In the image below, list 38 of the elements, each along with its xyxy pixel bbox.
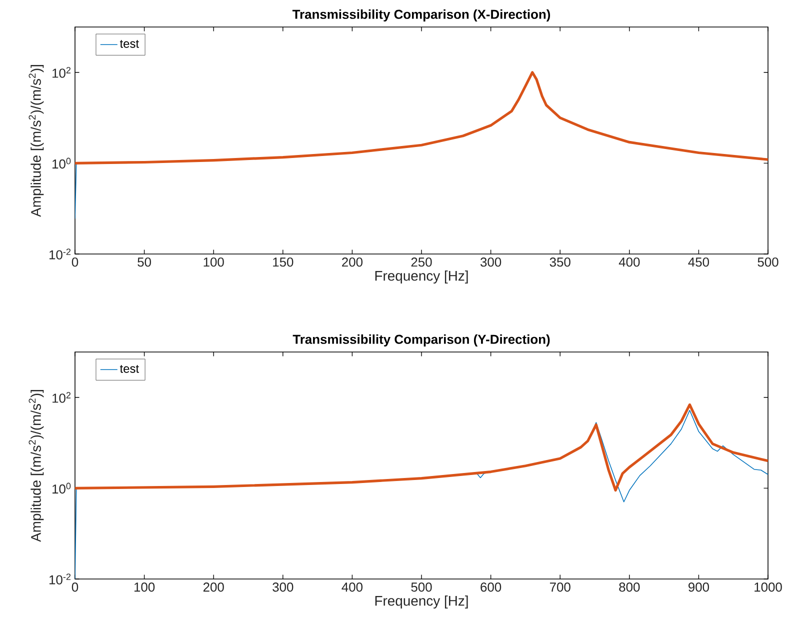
y-tick-label: 10$^{-2}$ — [50, 574, 71, 584]
y-tick-label: 10$^{2}$ — [52, 67, 71, 78]
x-tick-label: 700 — [550, 582, 570, 592]
chart-title: Transmissibility Comparison (X-Direction) — [292, 9, 550, 22]
chart-title: Transmissibility Comparison (Y-Direction) — [292, 334, 550, 346]
line-series — [75, 71, 768, 164]
x-tick-label: 500 — [411, 582, 432, 592]
x-tick-label: 350 — [550, 258, 570, 267]
x-tick-label: 250 — [411, 258, 432, 267]
x-tick-label: 200 — [342, 258, 362, 267]
x-tick-label: 100 — [134, 582, 155, 592]
x-axis-title: Frequency [Hz] — [375, 596, 468, 609]
legend-label: test — [120, 364, 139, 373]
x-tick-label: 300 — [272, 582, 294, 592]
x-tick-label: 1000 — [754, 582, 782, 592]
y-axis-title: Amplitude [(m/s$^{2}$)/(m/s$^{2}$)] — [28, 65, 44, 217]
x-tick-label: 0 — [72, 582, 78, 592]
y-tick-label: 10$^{-2}$ — [50, 248, 71, 260]
y-axis-title: Amplitude [(m/s$^{2}$)/(m/s$^{2}$)] — [28, 390, 44, 542]
x-tick-label: 800 — [619, 582, 640, 592]
x-tick-label: 600 — [480, 582, 502, 592]
x-tick-label: 500 — [758, 258, 778, 267]
x-tick-label: 200 — [203, 582, 224, 592]
y-tick-label: 10$^{0}$ — [52, 482, 71, 494]
x-tick-label: 50 — [138, 258, 151, 267]
x-tick-label: 450 — [688, 258, 710, 267]
x-tick-label: 400 — [618, 258, 640, 267]
x-tick-label: 150 — [273, 258, 294, 267]
line-series — [75, 403, 768, 492]
y-tick-label: 10$^{0}$ — [52, 158, 71, 169]
x-tick-label: 100 — [204, 258, 224, 267]
x-tick-label: 400 — [342, 582, 363, 592]
x-tick-label: 900 — [688, 582, 710, 592]
x-tick-label: 0 — [72, 258, 78, 267]
y-tick-label: 10$^{2}$ — [52, 392, 71, 403]
x-tick-label: 300 — [480, 258, 502, 267]
legend-label: test — [120, 40, 139, 48]
x-axis-title: Frequency [Hz] — [375, 270, 468, 284]
